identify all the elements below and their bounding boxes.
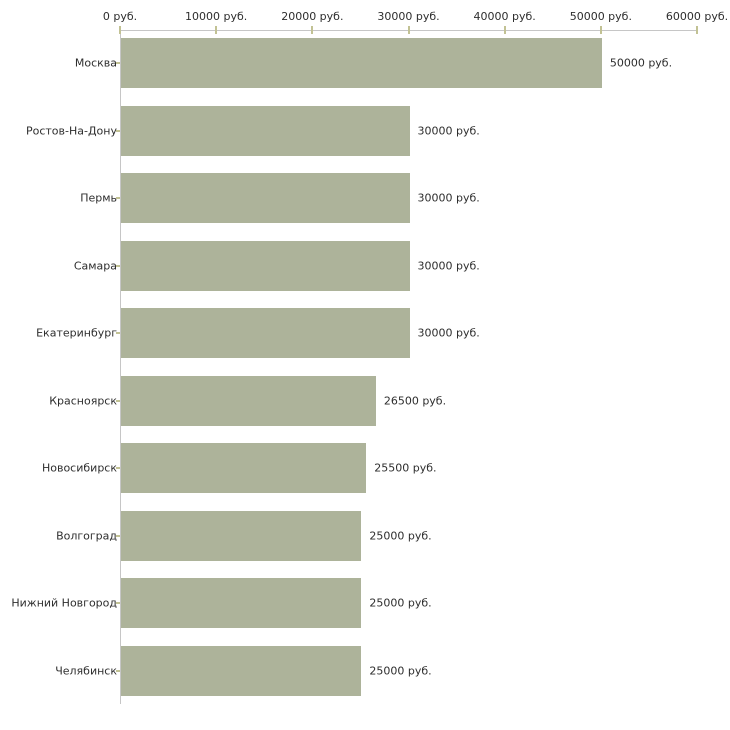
- category-label: Екатеринбург: [36, 326, 117, 340]
- x-tick-label: 10000 руб.: [185, 10, 248, 23]
- value-label: 25000 руб.: [369, 596, 432, 610]
- y-tick-mark: [116, 129, 120, 132]
- y-tick-mark: [116, 669, 120, 672]
- x-tick-label: 40000 руб.: [473, 10, 536, 23]
- value-label: 26500 руб.: [383, 394, 447, 407]
- y-tick-mark: [116, 62, 120, 64]
- y-tick-mark: [116, 534, 120, 537]
- y-tick-mark: [116, 602, 120, 604]
- bar-0: [121, 38, 602, 88]
- value-label: 25000 руб.: [369, 529, 432, 542]
- x-tick-label: 30000 руб.: [377, 10, 440, 23]
- bar-1: [121, 105, 410, 156]
- x-tick-mark: [696, 26, 698, 34]
- value-label: 25000 руб.: [369, 664, 432, 677]
- bar-3: [121, 240, 410, 291]
- y-tick-mark: [116, 332, 120, 334]
- x-tick-mark: [599, 26, 602, 34]
- x-tick-mark: [311, 26, 314, 34]
- y-tick-mark: [116, 197, 120, 199]
- y-tick-mark: [116, 467, 120, 469]
- value-label: 25500 руб.: [374, 461, 437, 475]
- x-tick-mark: [407, 26, 410, 34]
- x-tick-label: 20000 руб.: [281, 10, 344, 23]
- category-label: Волгоград: [56, 529, 117, 542]
- bar-2: [121, 173, 410, 223]
- x-tick-label: 0 руб.: [102, 10, 138, 23]
- category-label: Москва: [74, 56, 117, 70]
- category-label: Красноярск: [49, 394, 117, 407]
- value-label: 30000 руб.: [417, 124, 480, 137]
- x-tick-mark: [503, 26, 506, 34]
- value-label: 30000 руб.: [417, 191, 480, 205]
- x-tick-label: 60000 руб.: [665, 10, 729, 23]
- y-tick-mark: [116, 264, 120, 267]
- value-label: 30000 руб.: [417, 326, 480, 340]
- bar-9: [121, 645, 362, 696]
- y-tick-mark: [116, 399, 120, 402]
- bar-7: [121, 510, 362, 561]
- bar-5: [121, 375, 376, 426]
- x-tick-label: 50000 руб.: [569, 10, 632, 23]
- category-label: Пермь: [80, 191, 117, 205]
- x-tick-mark: [119, 26, 121, 34]
- value-label: 50000 руб.: [609, 56, 673, 70]
- bar-4: [121, 308, 410, 358]
- category-label: Самара: [73, 259, 117, 272]
- category-label: Ростов-На-Дону: [25, 124, 117, 137]
- x-tick-mark: [215, 26, 218, 34]
- category-label: Челябинск: [55, 664, 117, 677]
- y-axis-line: [120, 30, 121, 704]
- value-label: 30000 руб.: [417, 259, 480, 272]
- category-label: Нижний Новгород: [11, 596, 117, 610]
- bar-6: [121, 443, 367, 493]
- bar-8: [121, 578, 362, 628]
- category-label: Новосибирск: [41, 461, 117, 475]
